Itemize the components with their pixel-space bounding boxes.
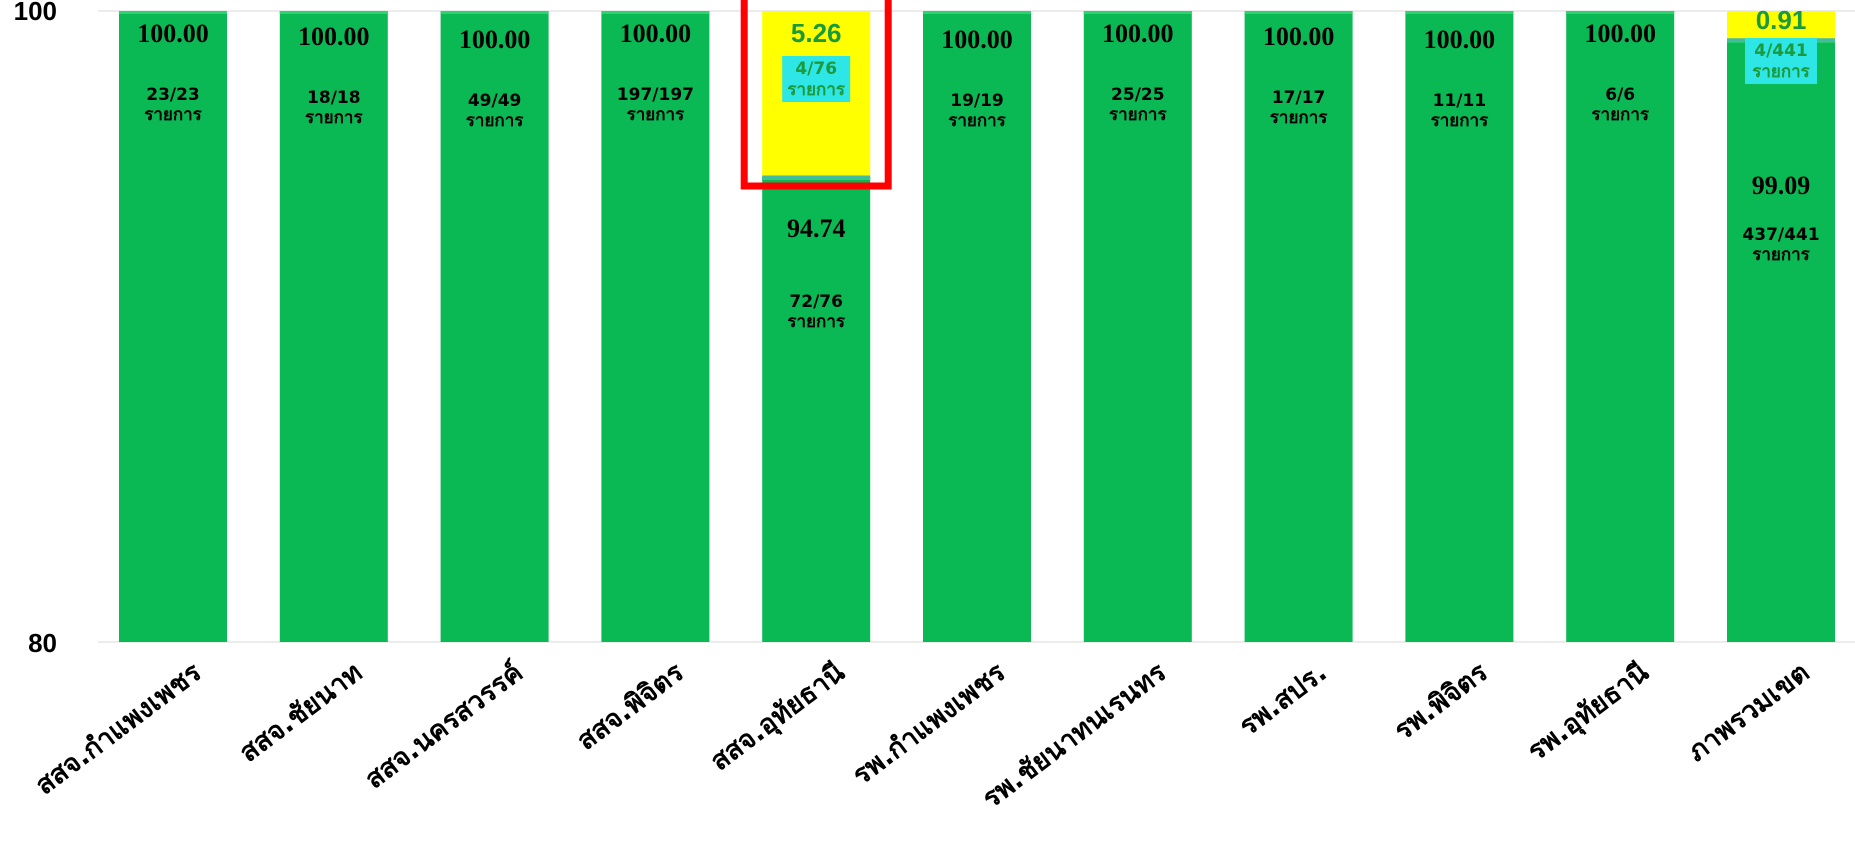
count-highlight-box — [782, 56, 851, 102]
x-tick-label: สสจ.กำแพงเพชร — [30, 657, 208, 802]
data-label-value: 100.00 — [137, 19, 209, 48]
data-label-unit: รายการ — [1431, 111, 1489, 131]
data-label-unit: รายการ — [787, 312, 845, 332]
data-label-count: 197/197 — [617, 85, 694, 105]
data-label-count: 49/49 — [468, 91, 522, 111]
data-label-unit: รายการ — [627, 105, 685, 125]
bar-segment-pass-edge — [1083, 11, 1192, 14]
x-tick-label: รพ.อุทัยธานี — [1522, 657, 1655, 769]
bar-segment-pass — [1244, 11, 1353, 642]
data-label-value: 100.00 — [1102, 19, 1174, 48]
x-tick-label: รพ.สปร. — [1234, 657, 1333, 743]
bar-segment-pass — [1405, 11, 1514, 642]
x-tick-label: สสจ.นครสวรรค์ — [359, 656, 529, 795]
data-label-value: 100.00 — [1263, 22, 1335, 51]
data-label-count: 18/18 — [307, 88, 361, 108]
y-tick-label: 100 — [14, 0, 57, 26]
bar-segment-pass — [1566, 11, 1675, 642]
data-label-count: 437/441 — [1742, 225, 1819, 245]
bar-segment-pass — [762, 176, 871, 642]
bar-segment-pass-edge — [279, 11, 388, 14]
data-label-count: 19/19 — [950, 91, 1004, 111]
bar-segment-pass — [1727, 39, 1835, 642]
bar-segment-pass-edge — [119, 11, 227, 14]
bar-segment-pass-edge — [1405, 11, 1514, 14]
x-tick-label: ภาพรวมเขต — [1682, 657, 1815, 768]
data-label-value: 100.00 — [1584, 19, 1656, 48]
data-label-value: 100.00 — [1424, 25, 1496, 54]
data-label-value: 0.91 — [1756, 5, 1807, 35]
data-label-count: 23/23 — [146, 85, 200, 105]
bar-segment-fail — [1727, 11, 1835, 40]
highlight-box — [740, 0, 892, 190]
data-label-unit: รายการ — [1270, 108, 1328, 128]
bar-segment-pass-edge — [1244, 11, 1353, 14]
bar-segment-pass — [279, 11, 388, 642]
data-label-value: 100.00 — [298, 22, 370, 51]
data-label-unit: รายการ — [1752, 62, 1810, 82]
data-label-count: 72/76 — [789, 292, 843, 312]
bar-segment-pass-edge — [923, 11, 1031, 14]
data-label-value: 99.09 — [1752, 171, 1811, 200]
x-tick-label: สสจ.พิจิตร — [571, 657, 690, 757]
data-label-value: 100.00 — [620, 19, 692, 48]
data-label-count: 6/6 — [1605, 85, 1635, 105]
data-label-unit: รายการ — [1591, 105, 1649, 125]
bar-segment-pass-edge — [1566, 11, 1675, 14]
bar-segment-pass — [601, 11, 710, 642]
data-label-unit: รายการ — [144, 105, 202, 125]
data-label-value: 94.74 — [787, 214, 846, 243]
data-label-unit: รายการ — [948, 111, 1006, 131]
bar-segment-pass — [440, 11, 549, 642]
bar-segment-pass — [923, 11, 1031, 642]
bar-segment-pass — [119, 11, 227, 642]
bar-segment-pass-edge — [601, 11, 710, 14]
data-label-unit: รายการ — [466, 111, 524, 131]
bar-segment-pass-edge — [440, 11, 549, 14]
data-label-unit: รายการ — [787, 80, 845, 100]
data-label-count: 4/441 — [1754, 41, 1808, 61]
x-tick-label: สสจ.อุทัยธานี — [705, 657, 852, 779]
data-label-value: 100.00 — [941, 25, 1013, 54]
data-label-count: 17/17 — [1272, 88, 1326, 108]
data-label-count: 25/25 — [1111, 85, 1165, 105]
data-label-value: 5.26 — [791, 18, 842, 48]
data-label-unit: รายการ — [305, 108, 363, 128]
data-label-count: 4/76 — [795, 59, 837, 79]
data-label-count: 11/11 — [1433, 91, 1487, 111]
x-tick-label: รพ.กำแพงเพชร — [847, 657, 1012, 792]
data-label-unit: รายการ — [1752, 245, 1810, 265]
bar-segment-pass — [1083, 11, 1192, 642]
data-label-unit: รายการ — [1109, 105, 1167, 125]
y-tick-label: 80 — [28, 628, 57, 658]
count-highlight-box — [1745, 38, 1817, 84]
data-label-value: 100.00 — [459, 25, 531, 54]
x-tick-label: สสจ.ชัยนาท — [234, 657, 368, 769]
x-tick-label: รพ.พิจิตร — [1389, 657, 1494, 747]
